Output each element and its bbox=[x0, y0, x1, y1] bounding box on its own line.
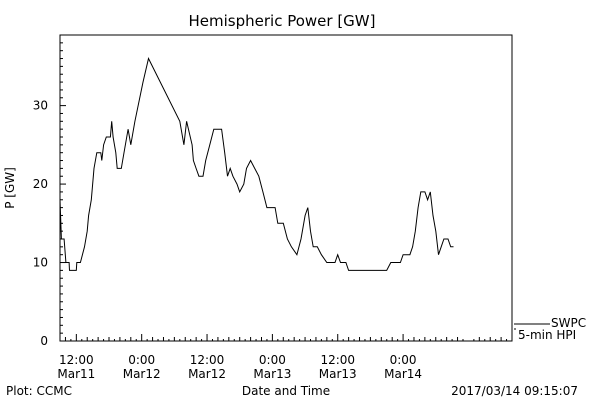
legend-5-min-hpi-label: 5-min HPI bbox=[518, 328, 576, 342]
chart-title: Hemispheric Power [GW] bbox=[189, 12, 376, 30]
plot-credit: Plot: CCMC bbox=[6, 384, 72, 398]
x-tick-label-time: 0:00 bbox=[390, 353, 417, 367]
y-tick-label: 0 bbox=[40, 334, 48, 348]
x-tick-label-date: Mar11 bbox=[57, 367, 95, 381]
legend-swpc-label: SWPC bbox=[551, 316, 586, 330]
x-axis-label: Date and Time bbox=[242, 384, 330, 398]
x-tick-label-date: Mar12 bbox=[123, 367, 161, 381]
x-tick-label-date: Mar13 bbox=[253, 367, 291, 381]
x-tick-label-date: Mar13 bbox=[319, 367, 357, 381]
x-tick-label-time: 0:00 bbox=[128, 353, 155, 367]
y-tick-label: 30 bbox=[33, 99, 48, 113]
y-axis-label: P [GW] bbox=[3, 167, 17, 209]
y-tick-label: 10 bbox=[33, 256, 48, 270]
x-tick-label-time: 12:00 bbox=[190, 353, 225, 367]
x-tick-label-date: Mar12 bbox=[188, 367, 226, 381]
x-axis: 12:00Mar110:00Mar1212:00Mar120:00Mar1312… bbox=[57, 334, 513, 381]
y-axis: 0 10 20 30 bbox=[33, 34, 66, 348]
timestamp: 2017/03/14 09:15:07 bbox=[451, 384, 578, 398]
plot-frame bbox=[59, 34, 513, 342]
series-5-min-hpi-line bbox=[59, 57, 454, 271]
y-tick-label: 20 bbox=[33, 177, 48, 191]
x-tick-label-time: 12:00 bbox=[59, 353, 94, 367]
x-tick-label-date: Mar14 bbox=[384, 367, 422, 381]
x-tick-label-time: 12:00 bbox=[320, 353, 355, 367]
x-tick-label-time: 0:00 bbox=[259, 353, 286, 367]
